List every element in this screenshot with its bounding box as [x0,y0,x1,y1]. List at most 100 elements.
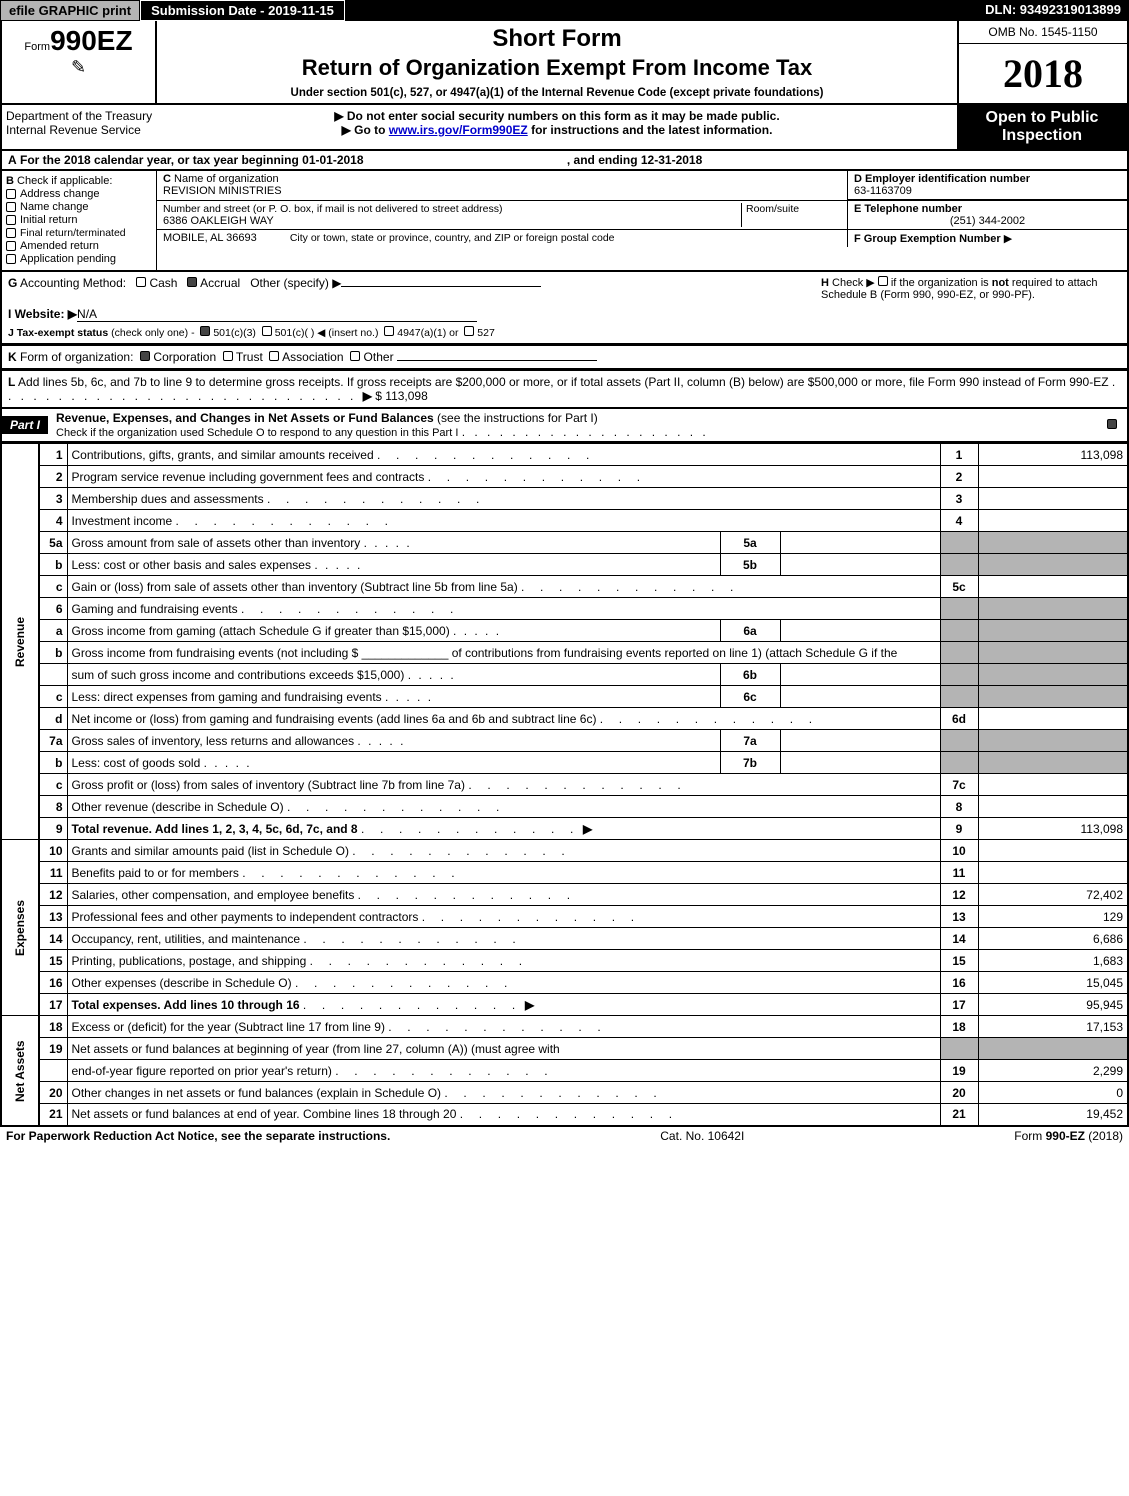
line-g-text: Accounting Method: [20,276,126,290]
line-number: 17 [39,994,67,1016]
irs-link[interactable]: www.irs.gov/Form990EZ [389,123,528,137]
line-ref-grey [940,532,978,554]
footer: For Paperwork Reduction Act Notice, see … [0,1127,1129,1145]
checkbox-other-org[interactable] [350,351,360,361]
other-specify-input[interactable] [341,286,541,287]
line-i-label: I Website: ▶ [8,307,77,321]
table-row: 13Professional fees and other payments t… [1,906,1128,928]
line-ref-grey [940,620,978,642]
ein-value: 63-1163709 [854,185,1121,197]
amount-cell: 95,945 [978,994,1128,1016]
amount-cell [978,510,1128,532]
line-g: G Accounting Method: Cash Accrual Other … [0,272,1129,345]
part-1-table: Revenue1Contributions, gifts, grants, an… [0,443,1129,1127]
line-number [39,1060,67,1082]
street-label: Number and street (or P. O. box, if mail… [163,203,741,215]
checkbox-trust[interactable] [223,351,233,361]
opt-accrual: Accrual [200,276,240,290]
line-ref: 11 [940,862,978,884]
line-ref: 18 [940,1016,978,1038]
opt-address-change: Address change [20,188,100,200]
instruction-line-2: ▶ Go to www.irs.gov/Form990EZ for instru… [161,123,953,137]
checkbox-corporation[interactable] [140,351,150,361]
checkbox-association[interactable] [269,351,279,361]
line-description: Other expenses (describe in Schedule O) … [67,972,940,994]
omb-number: OMB No. 1545-1150 [959,21,1127,44]
checkbox-final-return[interactable] [6,228,16,238]
line-ref [940,1038,978,1060]
line-description: Gross income from gaming (attach Schedul… [67,620,720,642]
table-row: bGross income from fundraising events (n… [1,642,1128,664]
checkbox-amended[interactable] [6,241,16,251]
efile-print-button[interactable]: efile GRAPHIC print [0,0,140,21]
line-ref: 12 [940,884,978,906]
table-row: end-of-year figure reported on prior yea… [1,1060,1128,1082]
cat-no: Cat. No. 10642I [660,1129,744,1143]
line-ref-grey [940,730,978,752]
line-description: Gross sales of inventory, less returns a… [67,730,720,752]
line-number: 16 [39,972,67,994]
table-row: 3Membership dues and assessments . . . .… [1,488,1128,510]
checkbox-schedule-b[interactable] [878,276,888,286]
form-ref: Form 990-EZ (2018) [1014,1129,1123,1143]
sub-line-label: 7a [720,730,780,752]
line-number: c [39,774,67,796]
line-number: 3 [39,488,67,510]
tax-year: 2018 [959,44,1127,103]
table-row: bLess: cost of goods sold . . . . .7b [1,752,1128,774]
checkbox-accrual[interactable] [187,277,197,287]
table-row: 2Program service revenue including gover… [1,466,1128,488]
checkbox-501c3[interactable] [200,326,210,336]
line-ref: 21 [940,1104,978,1126]
line-ref [940,598,978,620]
line-ref: 14 [940,928,978,950]
other-org-input[interactable] [397,360,597,361]
line-ref-grey [940,554,978,576]
checkbox-cash[interactable] [136,277,146,287]
line-ref: 20 [940,1082,978,1104]
line-ref: 19 [940,1060,978,1082]
table-row: 6Gaming and fundraising events . . . . .… [1,598,1128,620]
table-row: 21Net assets or fund balances at end of … [1,1104,1128,1126]
line-description: Gross income from fundraising events (no… [67,642,940,664]
checkbox-pending[interactable] [6,254,16,264]
checkbox-address-change[interactable] [6,189,16,199]
block-d-label: D Employer identification number [854,173,1121,185]
checkbox-initial-return[interactable] [6,215,16,225]
opt-4947: 4947(a)(1) or [397,327,458,339]
checkbox-schedule-o[interactable] [1107,419,1117,429]
amount-grey [978,730,1128,752]
form-number-cell: Form990EZ ✎ [2,21,157,103]
line-ref: 1 [940,444,978,466]
line-number: 8 [39,796,67,818]
block-b-label: B [6,175,14,187]
line-description: Excess or (deficit) for the year (Subtra… [67,1016,940,1038]
line-ref-grey [940,686,978,708]
amount-grey [978,532,1128,554]
sub-line-value [780,686,940,708]
line-number: 20 [39,1082,67,1104]
checkbox-527[interactable] [464,326,474,336]
sub-line-value [780,620,940,642]
table-row: Expenses10Grants and similar amounts pai… [1,840,1128,862]
room-label: Room/suite [746,203,841,215]
line-ref-grey [940,664,978,686]
block-b-heading: Check if applicable: [17,175,112,187]
line-description: Membership dues and assessments . . . . … [67,488,940,510]
line-number: 12 [39,884,67,906]
line-description: Printing, publications, postage, and shi… [67,950,940,972]
amount-cell [978,840,1128,862]
form-number: 990EZ [50,25,133,56]
line-ref: 5c [940,576,978,598]
amount-cell: 72,402 [978,884,1128,906]
checkbox-name-change[interactable] [6,202,16,212]
line-ref: 6d [940,708,978,730]
line-h: H Check ▶ if the organization is not req… [821,276,1121,301]
line-number: c [39,686,67,708]
sub-line-value [780,752,940,774]
checkbox-501c[interactable] [262,326,272,336]
checkbox-4947[interactable] [384,326,394,336]
line-l: L Add lines 5b, 6c, and 7b to line 9 to … [0,370,1129,409]
sub-line-value [780,730,940,752]
opt-corporation: Corporation [153,350,216,364]
